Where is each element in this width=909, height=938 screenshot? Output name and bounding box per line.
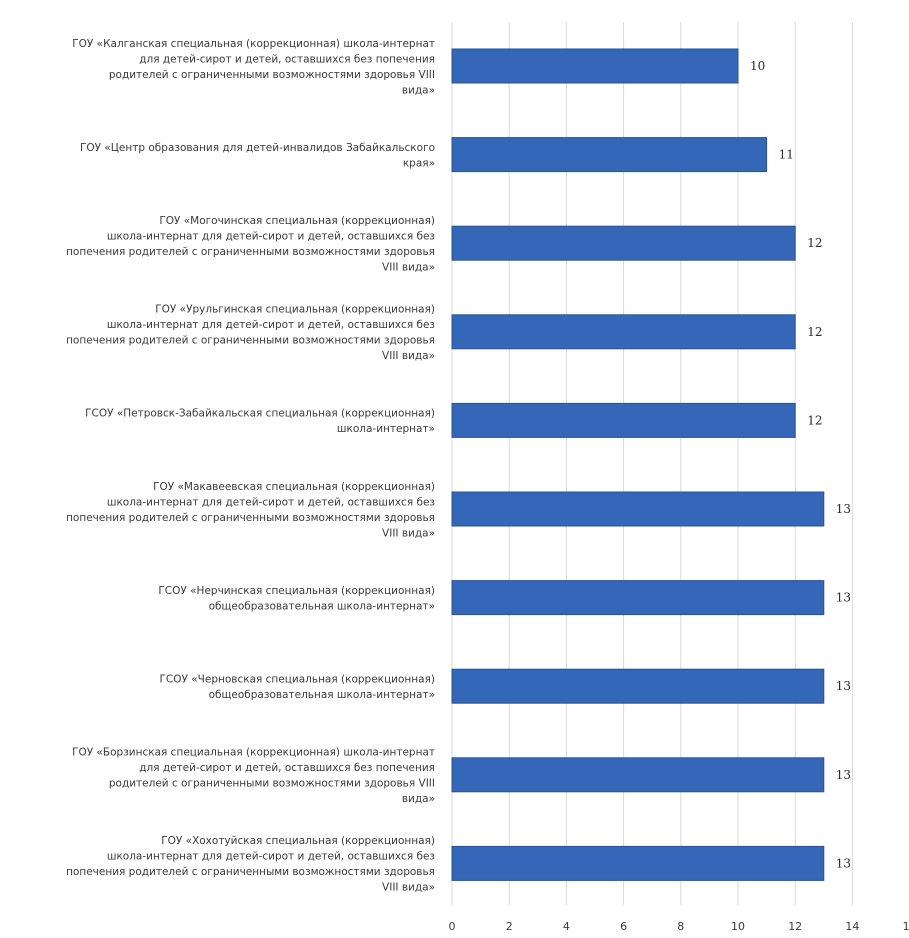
x-tick-label: 14 bbox=[845, 920, 859, 933]
category-label: ГСОУ «Петровск-Забайкальская специальная… bbox=[85, 408, 435, 436]
bar bbox=[451, 137, 768, 173]
bar-value-label: 13 bbox=[836, 502, 851, 516]
category-labels: ГОУ «Калганская специальная (коррекционн… bbox=[66, 38, 435, 894]
category-label: ГСОУ «Нерчинская специальная (коррекцион… bbox=[158, 585, 435, 613]
bar bbox=[451, 757, 825, 793]
data-labels: 10 11 12 12 12 13 13 13 13 13 bbox=[750, 59, 851, 870]
bar-value-label: 12 bbox=[807, 236, 822, 250]
bar bbox=[451, 580, 825, 616]
category-label: ГОУ «Урульгинская специальная (коррекцио… bbox=[66, 304, 435, 363]
bar bbox=[451, 48, 739, 84]
category-label: ГОУ «Макавеевская специальная (коррекцио… bbox=[66, 481, 435, 540]
category-label: ГОУ «Борзинская специальная (коррекционн… bbox=[72, 747, 435, 806]
bar-value-label: 10 bbox=[750, 59, 765, 73]
x-tick-label: 4 bbox=[563, 920, 570, 933]
bar-value-label: 13 bbox=[836, 591, 851, 605]
x-tick-label: 6 bbox=[620, 920, 627, 933]
x-axis-ticks: 0 2 4 6 8 10 12 14 16 bbox=[449, 920, 909, 933]
bar bbox=[451, 402, 796, 438]
bar bbox=[451, 314, 796, 350]
x-tick-label: 16 bbox=[903, 920, 909, 933]
x-tick-label: 0 bbox=[449, 920, 456, 933]
bar-value-label: 11 bbox=[779, 148, 794, 162]
category-label: ГОУ «Могочинская специальная (коррекцион… bbox=[66, 215, 435, 274]
bar-value-label: 12 bbox=[807, 325, 822, 339]
category-label: ГОУ «Хохотуйская специальная (коррекцион… bbox=[66, 835, 435, 894]
x-tick-label: 10 bbox=[731, 920, 745, 933]
bar-value-label: 13 bbox=[836, 768, 851, 782]
bar bbox=[451, 668, 825, 704]
x-tick-label: 2 bbox=[506, 920, 513, 933]
bar bbox=[451, 845, 825, 881]
bars bbox=[451, 48, 825, 881]
category-label: ГОУ «Калганская специальная (коррекционн… bbox=[72, 38, 435, 97]
category-label: ГСОУ «Черновская специальная (коррекцион… bbox=[160, 673, 436, 701]
bar bbox=[451, 491, 825, 527]
x-tick-label: 12 bbox=[788, 920, 802, 933]
category-label: ГОУ «Центр образования для детей-инвалид… bbox=[80, 142, 435, 170]
bar-value-label: 13 bbox=[836, 856, 851, 870]
bar-value-label: 12 bbox=[807, 413, 822, 427]
x-tick-label: 8 bbox=[677, 920, 684, 933]
bar-value-label: 13 bbox=[836, 679, 851, 693]
bar bbox=[451, 225, 796, 261]
